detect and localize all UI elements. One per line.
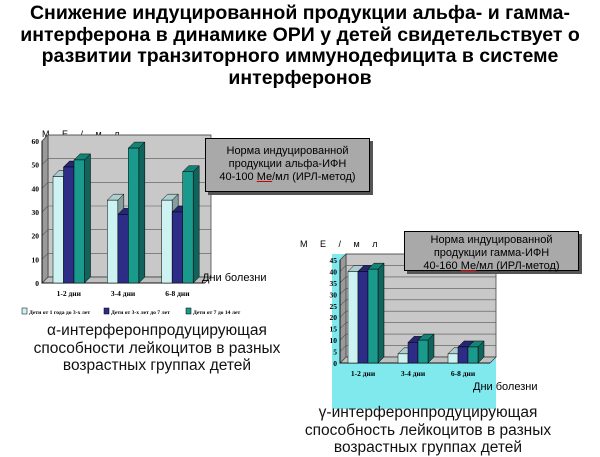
alpha-bar-front bbox=[117, 214, 129, 284]
alpha-gridline-side bbox=[41, 205, 49, 213]
alpha-x-tick-label: 6-8 дни bbox=[165, 289, 190, 298]
alpha-bar-front bbox=[107, 199, 119, 284]
gamma-gridline-side bbox=[339, 288, 347, 295]
alpha-gridline-side bbox=[41, 253, 49, 260]
gamma-interferon-chart: 0 5 10 15 20 25 30 35 40 45 1-2 дни 3-4 дни 6-8 дни bbox=[330, 253, 497, 409]
gamma-gridline-side bbox=[339, 311, 347, 318]
gamma-bar-front bbox=[447, 353, 459, 364]
alpha-bar-side bbox=[192, 165, 200, 284]
alpha-norm-method: /мл (ИРЛ-метод) bbox=[272, 171, 356, 183]
gamma-y-tick-label: 15 bbox=[330, 325, 338, 334]
gamma-x-axis-label: Дни болезни bbox=[473, 381, 538, 393]
alpha-bar-front bbox=[73, 159, 85, 284]
alpha-y-tick-label: 50 bbox=[32, 161, 40, 170]
alpha-bar-front bbox=[161, 199, 173, 284]
alpha-interferon-chart: 0 10 20 30 40 50 60 1-2 дни 3-4 дни 6-8 дни Дети о… bbox=[21, 134, 240, 316]
gamma-bar bbox=[417, 333, 435, 364]
alpha-x-tick-label: 1-2 дни bbox=[57, 289, 82, 298]
gamma-bar-front bbox=[467, 346, 479, 364]
alpha-norm-unit: Ме bbox=[256, 171, 273, 183]
gamma-gridline-side bbox=[339, 345, 347, 352]
alpha-legend-swatch bbox=[185, 307, 192, 315]
gamma-y-tick-label: 25 bbox=[330, 302, 338, 311]
gamma-norm-box: Норма индуцированной продукции гамма-ИФН… bbox=[404, 231, 579, 272]
gamma-y-tick-label: 35 bbox=[330, 279, 338, 288]
gamma-x-tick-label: 1-2 дни bbox=[351, 369, 376, 378]
gamma-bar-front bbox=[407, 342, 419, 364]
gamma-bar-front bbox=[417, 339, 429, 364]
gamma-bar bbox=[367, 262, 385, 364]
gamma-bar bbox=[467, 340, 485, 364]
alpha-y-tick-label: 40 bbox=[32, 184, 40, 193]
gamma-y-tick-label: 30 bbox=[330, 290, 338, 299]
alpha-norm-box: Норма индуцированной продукции альфа-ИФН… bbox=[205, 138, 370, 192]
gamma-bar-front bbox=[347, 271, 359, 364]
gamma-bar-front bbox=[357, 271, 369, 364]
alpha-bar bbox=[182, 165, 200, 284]
alpha-legend-swatch bbox=[103, 307, 110, 315]
alpha-gridline-side bbox=[41, 182, 49, 189]
gamma-y-tick-label: 20 bbox=[330, 313, 338, 322]
gamma-y-axis-unit: М Е / м л bbox=[300, 239, 383, 249]
gamma-bar-front bbox=[457, 346, 469, 364]
alpha-bar-side bbox=[138, 141, 146, 284]
gamma-gridline-side bbox=[339, 253, 347, 261]
alpha-legend-label: Дети от 7 до 14 лет bbox=[193, 310, 240, 316]
alpha-bar-front bbox=[63, 166, 75, 284]
alpha-y-tick-label: 20 bbox=[32, 232, 40, 241]
alpha-norm-range: 40-100 bbox=[219, 171, 257, 183]
alpha-bar-front bbox=[52, 176, 64, 284]
gamma-y-tick-label: 0 bbox=[333, 359, 337, 368]
gamma-caption: γ-интерферонпродуцирующая способность ле… bbox=[304, 404, 552, 456]
alpha-caption: α-интерферонпродуцирующая способности ле… bbox=[33, 322, 281, 374]
alpha-norm-line1: Норма индуцированной bbox=[226, 145, 349, 157]
gamma-gridline-side bbox=[339, 322, 347, 329]
gamma-bar-front bbox=[367, 268, 379, 364]
gamma-gridline-side bbox=[339, 265, 347, 272]
gamma-gridline-side bbox=[339, 276, 347, 284]
gamma-norm-line2: продукции гамма-ИФН bbox=[433, 247, 550, 259]
alpha-bar-side bbox=[84, 153, 91, 284]
slide-title: Снижение индуцированной продукции альфа-… bbox=[20, 2, 580, 89]
alpha-bar bbox=[73, 153, 92, 284]
gamma-norm-method: /мл (ИРЛ-метод) bbox=[476, 260, 560, 272]
alpha-y-tick-label: 60 bbox=[32, 137, 40, 146]
gamma-y-tick-label: 40 bbox=[330, 267, 338, 276]
alpha-bar-front bbox=[128, 147, 140, 284]
gamma-x-tick-label: 6-8 дни bbox=[451, 369, 476, 378]
alpha-gridline-side bbox=[41, 276, 49, 284]
alpha-norm-line2: продукции альфа-ИФН bbox=[228, 158, 347, 170]
gamma-gridline-side bbox=[339, 299, 347, 306]
alpha-legend-label: Дети от 3-х лет до 7 лет bbox=[111, 310, 170, 316]
gamma-bar-front bbox=[397, 353, 409, 364]
gamma-bar-side bbox=[377, 262, 385, 364]
gamma-gridline-side bbox=[339, 356, 347, 364]
alpha-y-tick-label: 30 bbox=[32, 208, 40, 217]
alpha-x-axis-label: Дни болезни bbox=[202, 272, 267, 284]
gamma-gridline-side bbox=[339, 333, 347, 341]
gamma-norm-range: 40-160 bbox=[423, 260, 461, 272]
gamma-y-tick-label: 5 bbox=[333, 348, 337, 357]
alpha-gridline-side bbox=[41, 134, 49, 142]
alpha-bar-front bbox=[171, 211, 183, 284]
gamma-norm-unit: Ме bbox=[460, 260, 477, 272]
alpha-y-axis-unit: М Е / м л bbox=[42, 129, 125, 139]
alpha-y-tick-label: 10 bbox=[32, 255, 40, 264]
alpha-y-tick-label: 0 bbox=[35, 279, 39, 288]
alpha-gridline-side bbox=[41, 158, 49, 165]
gamma-x-tick-label: 3-4 дни bbox=[401, 369, 426, 378]
alpha-legend-swatch bbox=[21, 307, 28, 315]
alpha-x-tick-label: 3-4 дни bbox=[111, 289, 136, 298]
gamma-norm-line1: Норма индуцированной bbox=[430, 234, 553, 246]
gamma-y-tick-label: 10 bbox=[330, 336, 338, 345]
alpha-bar bbox=[127, 141, 146, 284]
alpha-legend-label: Дети от 1 года до 3-х лет bbox=[29, 310, 90, 316]
alpha-gridline-side bbox=[41, 229, 49, 236]
gamma-y-tick-label: 45 bbox=[330, 256, 338, 265]
alpha-bar-front bbox=[182, 171, 194, 284]
